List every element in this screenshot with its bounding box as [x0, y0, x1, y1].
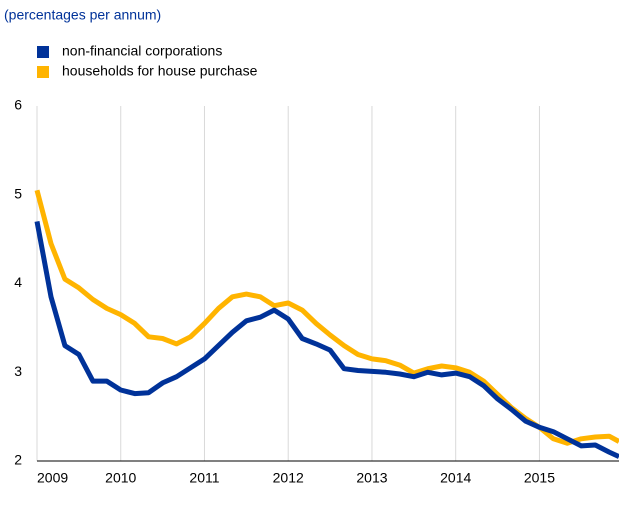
chart-subtitle: (percentages per annum): [4, 7, 161, 23]
x-tick-label: 2012: [273, 470, 304, 486]
y-tick-label: 6: [14, 97, 22, 113]
x-tick-label: 2011: [189, 470, 219, 486]
x-tick-label: 2015: [524, 470, 555, 486]
y-tick-label: 5: [14, 185, 22, 201]
legend-label: households for house purchase: [62, 63, 258, 79]
series-line: [34, 220, 619, 459]
x-tick-label: 2009: [37, 470, 68, 486]
legend-swatch: [37, 46, 49, 58]
legend-label: non-financial corporations: [62, 43, 222, 59]
x-tick-label: 2013: [356, 470, 387, 486]
series-line: [34, 189, 619, 446]
y-tick-label: 2: [14, 452, 22, 468]
x-tick-label: 2014: [440, 470, 471, 486]
x-tick-label: 2010: [105, 470, 136, 486]
y-tick-label: 3: [14, 363, 22, 379]
legend-swatch: [37, 66, 49, 78]
y-tick-label: 4: [14, 274, 22, 290]
